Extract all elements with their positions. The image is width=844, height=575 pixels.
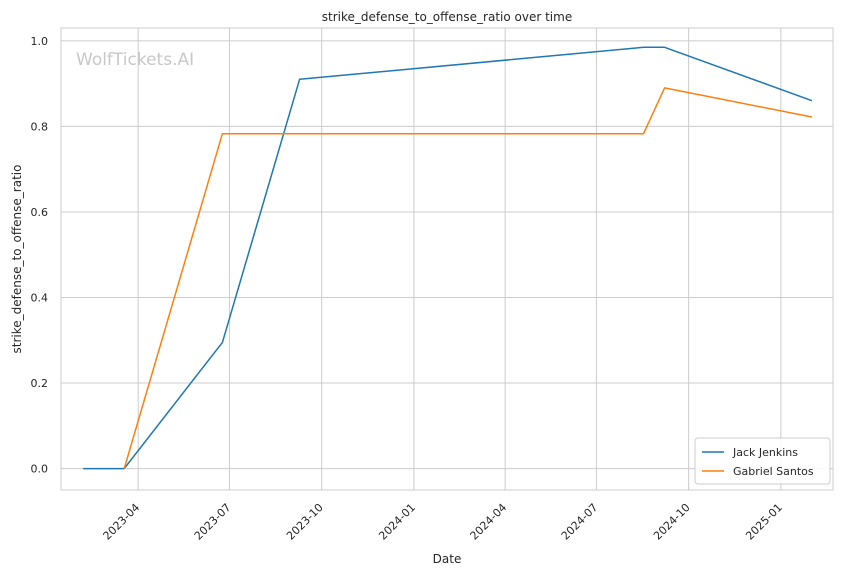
- y-tick-label: 0.6: [31, 206, 49, 219]
- legend-label-jack-jenkins: Jack Jenkins: [732, 446, 798, 459]
- y-tick-label: 1.0: [31, 35, 49, 48]
- series-lines: [83, 46, 813, 470]
- y-tick-label: 0.2: [31, 377, 49, 390]
- watermark: WolfTickets.AI: [76, 50, 194, 70]
- chart-title: strike_defense_to_offense_ratio over tim…: [322, 10, 572, 24]
- y-tick-label: 0.4: [31, 292, 49, 305]
- series-line-gabriel-santos: [123, 87, 813, 469]
- x-axis-label: Date: [433, 552, 462, 566]
- y-tick-label: 0.8: [31, 120, 49, 133]
- legend-box: [694, 437, 831, 485]
- grid: [61, 28, 833, 490]
- legend: Jack Jenkins Gabriel Santos: [694, 437, 831, 485]
- y-axis-label: strike_defense_to_offense_ratio: [10, 165, 24, 354]
- y-tick-label: 0.0: [31, 463, 49, 476]
- plot-area-frame: [60, 27, 834, 491]
- legend-label-gabriel-santos: Gabriel Santos: [733, 465, 814, 478]
